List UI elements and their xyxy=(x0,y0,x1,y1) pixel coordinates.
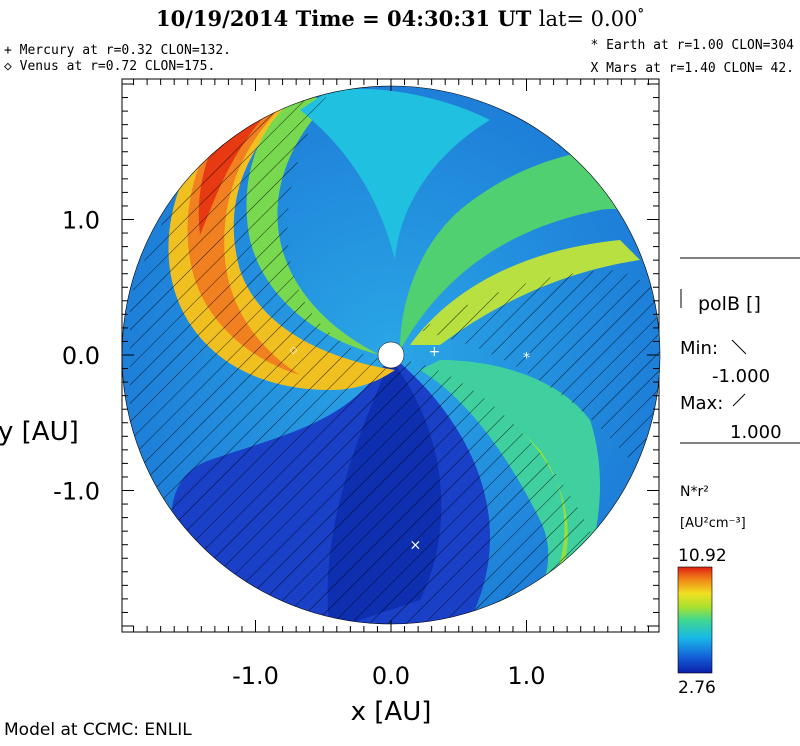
earth-label: * Earth at r=1.00 CLON=304 xyxy=(590,38,795,53)
footer-credit: Model at CCMC: ENLIL xyxy=(4,720,192,740)
legend-max-label: Max: xyxy=(680,393,724,414)
inner-boundary xyxy=(377,341,405,369)
legend-min-label: Min: xyxy=(680,338,719,359)
colorbar-min: 2.76 xyxy=(678,678,716,698)
y-tick-label: 0.0 xyxy=(62,342,100,370)
legend-max-value: 1.000 xyxy=(730,422,782,443)
y-tick-label: 1.0 xyxy=(62,207,100,235)
x-axis-label: x [AU] xyxy=(351,697,432,727)
y-tick-label: -1.0 xyxy=(53,478,100,506)
degree-sign: ° xyxy=(637,7,644,22)
y-axis-label: y [AU] xyxy=(0,417,79,447)
lat-label: lat= 0.00 xyxy=(538,7,638,31)
x-tick-label: 1.0 xyxy=(507,662,545,690)
earth-marker: * xyxy=(523,351,530,367)
mercury-marker: + xyxy=(428,344,440,360)
planet-markers: + ◇ * × xyxy=(290,344,530,554)
page-title: 10/19/2014 Time = 04:30:31 UT lat= 0.00° xyxy=(0,6,800,31)
tick-labels: -1.0 0.0 1.0 1.0 0.0 -1.0 xyxy=(53,207,545,691)
x-tick-label: -1.0 xyxy=(232,662,279,690)
axis-ticks xyxy=(122,79,659,632)
legend-min-value: -1.000 xyxy=(712,366,771,387)
legend-min-marker xyxy=(731,339,747,355)
x-tick-label: 0.0 xyxy=(372,662,410,690)
legend-polb-title: polB [] xyxy=(698,293,761,315)
mars-marker: × xyxy=(410,538,422,554)
legend-max-marker xyxy=(732,393,746,407)
venus-label: ◇ Venus at r=0.72 CLON=175. xyxy=(4,59,216,74)
colorbar xyxy=(677,566,713,674)
title-text: 10/19/2014 Time = 04:30:31 UT xyxy=(156,6,532,31)
mercury-label: + Mercury at r=0.32 CLON=132. xyxy=(4,43,231,58)
colorbar-max: 10.92 xyxy=(678,546,727,566)
colorbar-units: [AU²cm⁻³] xyxy=(680,516,746,531)
solar-wind-density-map xyxy=(122,86,660,624)
venus-marker: ◇ xyxy=(290,345,298,356)
colorbar-quantity: N*r² xyxy=(680,484,709,500)
mars-label: X Mars at r=1.40 CLON= 42. xyxy=(590,61,795,76)
